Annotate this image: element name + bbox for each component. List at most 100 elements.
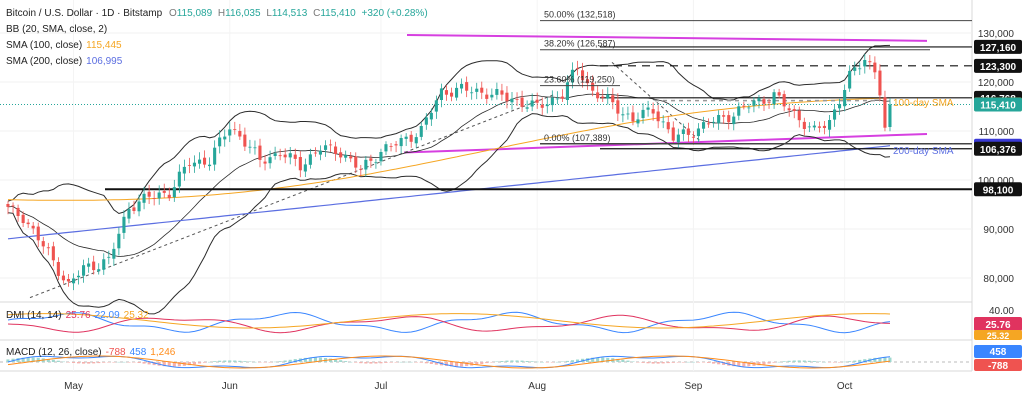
macd-histogram-bar: [465, 362, 469, 367]
price-tag-label: 123,300: [980, 62, 1017, 73]
fib-label: 0.00% (107,389): [544, 133, 611, 143]
candle-body: [233, 129, 237, 130]
candle-body: [510, 98, 514, 103]
macd-histogram-bar: [545, 362, 549, 363]
macd-histogram-bar: [87, 362, 91, 364]
candle-body: [530, 100, 534, 107]
macd-histogram-bar: [858, 359, 862, 362]
fib-label: 38.20% (126,587): [544, 39, 616, 49]
macd-histogram-bar: [621, 359, 625, 362]
candle-body: [127, 209, 131, 219]
macd-histogram-bar: [480, 362, 484, 364]
candle-body: [555, 98, 559, 100]
macd-histogram-bar: [359, 362, 363, 364]
candle-body: [485, 94, 489, 99]
signal-line: [7, 355, 891, 369]
macd-histogram-bar: [853, 360, 857, 362]
macd-histogram-bar: [455, 362, 459, 367]
candle-body: [157, 192, 161, 199]
candle-body: [203, 157, 207, 165]
candle-body: [505, 92, 509, 102]
macd-histogram-bar: [838, 362, 842, 363]
price-tag: [974, 141, 1022, 156]
macd-histogram-bar: [127, 362, 131, 363]
candle-body: [550, 97, 554, 106]
candle-body: [666, 122, 670, 130]
y-tick-label: 120,000: [978, 78, 1015, 89]
macd-histogram-bar: [676, 362, 680, 363]
macd-histogram-bar: [510, 360, 514, 362]
candle-body: [772, 92, 776, 105]
candle-body: [828, 120, 832, 130]
macd-histogram-bar: [36, 357, 40, 362]
candle-body: [757, 98, 761, 102]
candle-body: [883, 97, 887, 128]
macd-histogram-bar: [82, 362, 86, 364]
candle-body: [797, 110, 801, 121]
candle-body: [268, 157, 272, 164]
macd-histogram-bar: [737, 362, 741, 367]
price-tag-label: 98,100: [983, 185, 1014, 196]
candle-body: [500, 90, 504, 95]
macd-histogram-bar: [429, 362, 433, 364]
candle-body: [374, 162, 378, 164]
candle-body: [384, 144, 388, 152]
macd-histogram-bar: [555, 361, 559, 363]
candle-body: [424, 117, 428, 125]
candle-body: [394, 144, 398, 146]
ohlc-c-value: 115,410: [320, 8, 356, 19]
sma200-line: [7, 145, 891, 240]
candle-body: [11, 205, 15, 207]
candle-body: [6, 204, 10, 207]
candle-body: [16, 207, 20, 216]
macd-tag: [974, 359, 1022, 371]
candle-body: [681, 129, 685, 134]
candle-body: [520, 97, 524, 107]
macd-histogram-bar: [515, 360, 519, 362]
ohlc-h-value: 116,035: [225, 8, 261, 19]
macd-histogram-bar: [450, 362, 454, 367]
price-tag: [974, 182, 1022, 197]
macd-histogram-bar: [152, 362, 156, 366]
candle-body: [792, 109, 796, 111]
candle-body: [243, 134, 247, 147]
y-tick-label: 80,000: [983, 274, 1014, 285]
macd-histogram-bar: [303, 357, 307, 362]
macd-histogram-bar: [525, 361, 529, 362]
macd-histogram-bar: [661, 362, 665, 364]
candle-body: [752, 100, 756, 106]
macd-histogram-bar: [253, 361, 257, 363]
macd-histogram-bar: [268, 362, 272, 363]
candle-body: [878, 70, 882, 96]
fib-label: 50.00% (132,518): [544, 10, 616, 20]
trendline-support: [29, 93, 556, 299]
macd-histogram-bar: [26, 357, 30, 362]
macd-histogram-bar: [802, 360, 806, 362]
macd-histogram-bar: [782, 361, 786, 362]
candle-body: [450, 92, 454, 97]
sma200-annotation: 200-day SMA: [893, 146, 954, 157]
candle-body: [26, 222, 30, 225]
macd-histogram-bar: [681, 362, 685, 363]
macd-histogram-bar: [485, 362, 489, 364]
macd-histogram-bar: [72, 362, 76, 363]
macd-histogram-bar: [97, 362, 101, 364]
price-tag-label: 106,376: [980, 145, 1017, 156]
candle-body: [122, 216, 126, 233]
ohlc-o-key: O: [169, 8, 177, 19]
macd-histogram-bar: [712, 362, 716, 364]
candle-body: [465, 82, 469, 91]
candle-body: [540, 104, 544, 108]
macd-histogram-bar: [107, 362, 111, 363]
candle-body: [318, 150, 322, 155]
candle-body: [228, 129, 232, 136]
candle-body: [97, 269, 101, 272]
macd-histogram-bar: [112, 362, 116, 363]
candle-body: [61, 275, 65, 281]
candle-body: [817, 126, 821, 128]
macd-histogram-bar: [31, 357, 35, 362]
candle-body: [470, 92, 474, 94]
dmi-tag-label: 25.76: [985, 320, 1010, 331]
candle-body: [198, 159, 202, 164]
candle-body: [576, 68, 580, 70]
